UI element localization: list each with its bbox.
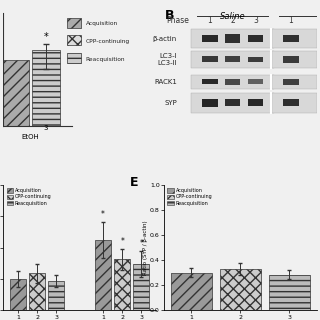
FancyBboxPatch shape — [191, 51, 274, 68]
Legend: Acquisition, CPP-continuing, Reacquisition: Acquisition, CPP-continuing, Reacquisiti… — [6, 187, 52, 207]
Text: EtOH: EtOH — [22, 133, 40, 140]
Bar — [10, 279, 26, 310]
FancyBboxPatch shape — [225, 57, 240, 62]
FancyBboxPatch shape — [272, 51, 317, 68]
Bar — [269, 275, 310, 310]
FancyBboxPatch shape — [248, 79, 263, 84]
FancyBboxPatch shape — [283, 99, 299, 106]
FancyBboxPatch shape — [68, 35, 81, 45]
FancyBboxPatch shape — [202, 99, 218, 107]
Text: 1: 1 — [288, 16, 293, 25]
Text: 1: 1 — [207, 16, 212, 25]
FancyBboxPatch shape — [32, 50, 60, 126]
FancyBboxPatch shape — [202, 57, 218, 62]
FancyBboxPatch shape — [283, 56, 299, 63]
Y-axis label: Ratio (SYP / β-actin): Ratio (SYP / β-actin) — [143, 220, 148, 275]
FancyBboxPatch shape — [202, 79, 218, 84]
FancyBboxPatch shape — [283, 79, 299, 85]
FancyBboxPatch shape — [2, 60, 29, 126]
Bar — [29, 274, 45, 310]
FancyBboxPatch shape — [202, 35, 218, 42]
Text: E: E — [130, 176, 139, 189]
Bar — [95, 240, 111, 310]
Text: *: * — [139, 239, 143, 248]
Text: Reacquisition: Reacquisition — [86, 57, 125, 62]
FancyBboxPatch shape — [68, 18, 81, 28]
FancyBboxPatch shape — [225, 99, 240, 106]
Text: CPP-continuing: CPP-continuing — [86, 39, 130, 44]
Text: β-actin: β-actin — [153, 36, 177, 42]
Text: LC3-I
LC3-II: LC3-I LC3-II — [157, 53, 177, 66]
FancyBboxPatch shape — [68, 53, 81, 63]
Text: 3: 3 — [253, 16, 258, 25]
Text: Phase: Phase — [166, 16, 189, 25]
Text: Saline: Saline — [220, 12, 245, 21]
FancyBboxPatch shape — [191, 93, 274, 113]
Text: *: * — [120, 236, 124, 245]
Text: SYP: SYP — [164, 100, 177, 106]
Text: B: B — [164, 9, 174, 22]
Text: *: * — [44, 32, 48, 42]
FancyBboxPatch shape — [191, 28, 274, 49]
Text: *: * — [101, 210, 105, 219]
Bar — [220, 269, 261, 310]
FancyBboxPatch shape — [283, 35, 299, 42]
Legend: Acquisition, CPP-continuing, Reacquisition: Acquisition, CPP-continuing, Reacquisiti… — [166, 187, 213, 207]
Text: 3: 3 — [44, 125, 48, 131]
FancyBboxPatch shape — [248, 57, 263, 62]
FancyBboxPatch shape — [272, 75, 317, 89]
FancyBboxPatch shape — [225, 79, 240, 84]
FancyBboxPatch shape — [272, 93, 317, 113]
Text: Acquisition: Acquisition — [86, 21, 118, 27]
Bar — [114, 260, 130, 310]
Text: RACK1: RACK1 — [154, 79, 177, 85]
FancyBboxPatch shape — [248, 99, 263, 106]
Bar — [133, 264, 149, 310]
Text: 2: 2 — [230, 16, 235, 25]
FancyBboxPatch shape — [191, 75, 274, 89]
FancyBboxPatch shape — [272, 28, 317, 49]
Bar — [171, 273, 212, 310]
Bar — [48, 281, 64, 310]
FancyBboxPatch shape — [248, 35, 263, 43]
FancyBboxPatch shape — [225, 34, 240, 43]
